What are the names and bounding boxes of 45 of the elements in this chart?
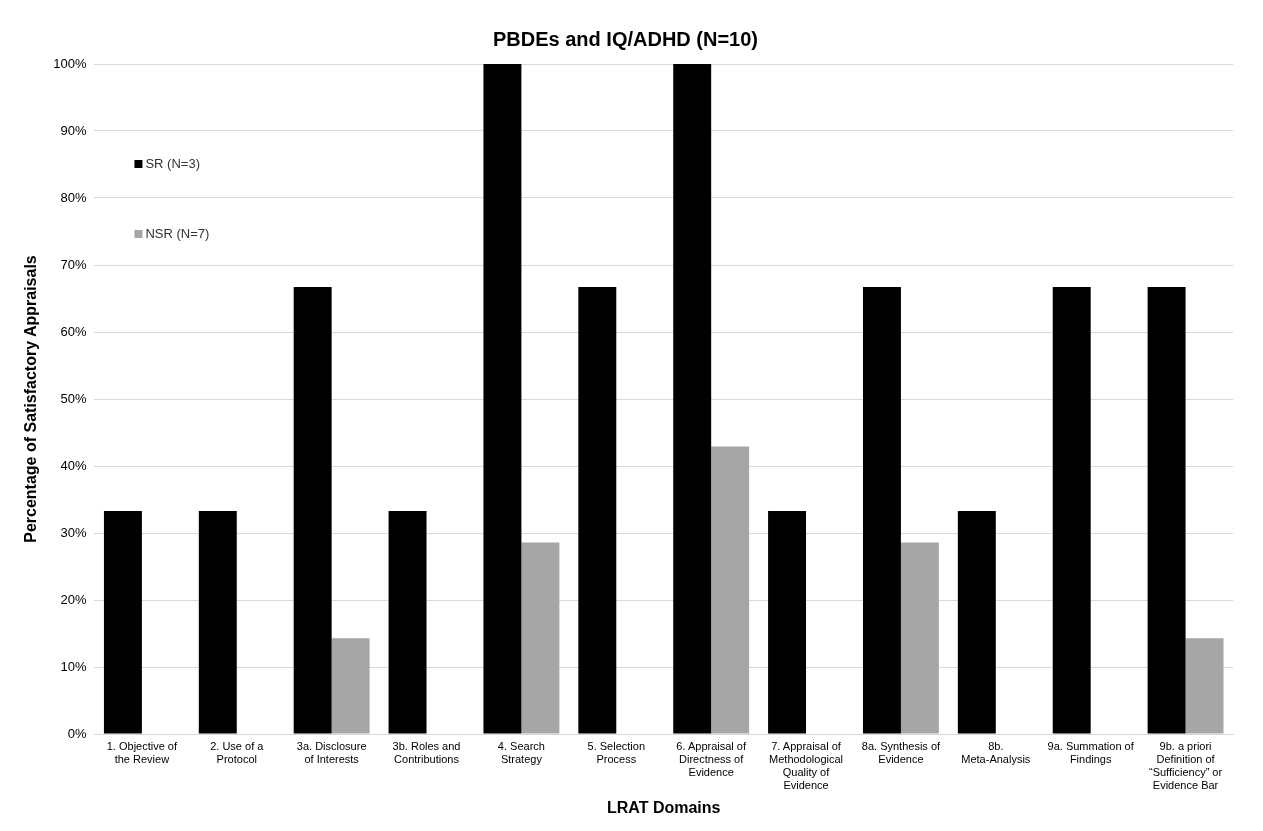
x-tick-label: 2. Use of a Protocol [210, 739, 265, 765]
bar [198, 510, 237, 734]
x-tick-label: 8a. Synthesis of Evidence [861, 739, 941, 765]
x-tick-label: 3b. Roles and Contributions [392, 739, 461, 765]
y-axis-title: Percentage of Satisfactory Appraisals [22, 255, 40, 543]
y-tick-label: 100% [53, 55, 87, 71]
x-tick-label: 6. Appraisal of Directness of Evidence [676, 739, 747, 779]
bar [1052, 287, 1091, 734]
legend-label: SR (N=3) [145, 155, 200, 171]
bar [711, 446, 750, 734]
y-tick-label: 50% [60, 390, 87, 406]
bar [862, 287, 901, 734]
y-tick-label: 80% [60, 189, 87, 205]
bar [293, 287, 332, 734]
x-axis-title: LRAT Domains [606, 798, 721, 816]
y-tick-label: 60% [60, 323, 87, 339]
bar [900, 542, 939, 734]
bar [1185, 638, 1224, 734]
y-tick-label: 40% [60, 457, 87, 473]
x-tick-label: 8b. Meta-Analysis [961, 739, 1031, 765]
y-tick-label: 20% [60, 591, 87, 607]
y-tick-label: 0% [67, 725, 87, 741]
bar [388, 510, 427, 734]
x-tick-label: 7. Appraisal of Methodological Quality of Evidence [769, 739, 844, 792]
bar [957, 510, 996, 734]
bar [578, 287, 617, 734]
x-tick-label: 5. Selection Process [587, 739, 646, 765]
bar [1147, 287, 1186, 734]
y-tick-label: 30% [60, 524, 87, 540]
chart-title: PBDEs and IQ/ADHD (N=10) [492, 27, 759, 50]
x-tick-label: 9a. Summation of Findings [1047, 739, 1135, 765]
bar [768, 510, 807, 734]
x-tick-label: 4. Search Strategy [497, 739, 545, 765]
y-tick-label: 10% [60, 658, 87, 674]
bar [103, 510, 142, 734]
bar [521, 542, 560, 734]
bar [331, 638, 370, 734]
x-tick-label: 3a. Disclosure of Interests [296, 739, 367, 765]
legend-label: NSR (N=7) [145, 225, 210, 241]
x-tick-label: 9b. a priori Definition of “Sufficiency” or Evidence Bar [1148, 739, 1223, 792]
y-tick-label: 70% [60, 256, 87, 272]
x-tick-label: 1. Objective of the Review [106, 739, 178, 765]
bar [673, 64, 712, 734]
bar [483, 64, 522, 734]
y-tick-label: 90% [60, 122, 87, 138]
